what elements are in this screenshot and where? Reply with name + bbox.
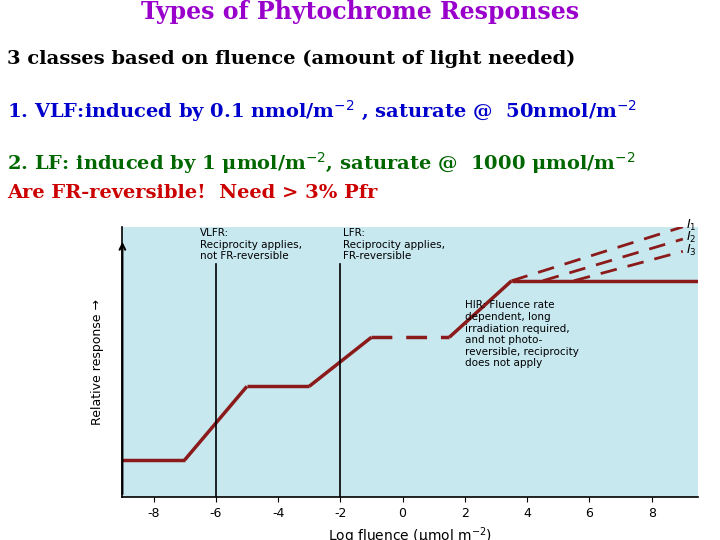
Text: Are FR-reversible!  Need > 3% Pfr: Are FR-reversible! Need > 3% Pfr [7, 184, 377, 201]
Text: Relative response →: Relative response → [91, 299, 104, 425]
Text: $I_2$: $I_2$ [686, 230, 696, 245]
Text: 3 classes based on fluence (amount of light needed): 3 classes based on fluence (amount of li… [7, 50, 575, 68]
Text: $I_1$: $I_1$ [686, 218, 696, 233]
Text: Types of Phytochrome Responses: Types of Phytochrome Responses [141, 0, 579, 24]
Text: HIR: Fluence rate
dependent, long
irradiation required,
and not photo-
reversibl: HIR: Fluence rate dependent, long irradi… [465, 300, 579, 368]
Text: 2. LF: induced by 1 μmol/m$^{-2}$, saturate @  1000 μmol/m$^{-2}$: 2. LF: induced by 1 μmol/m$^{-2}$, satur… [7, 150, 636, 176]
X-axis label: Log fluence (μmol m$^{-2}$): Log fluence (μmol m$^{-2}$) [328, 525, 492, 540]
Text: 1. VLF:induced by 0.1 nmol/m$^{-2}$ , saturate @  50nmol/m$^{-2}$: 1. VLF:induced by 0.1 nmol/m$^{-2}$ , sa… [7, 98, 637, 124]
Text: LFR:
Reciprocity applies,
FR-reversible: LFR: Reciprocity applies, FR-reversible [343, 228, 446, 261]
Text: VLFR:
Reciprocity applies,
not FR-reversible: VLFR: Reciprocity applies, not FR-revers… [200, 228, 302, 261]
Text: $I_3$: $I_3$ [686, 242, 696, 258]
